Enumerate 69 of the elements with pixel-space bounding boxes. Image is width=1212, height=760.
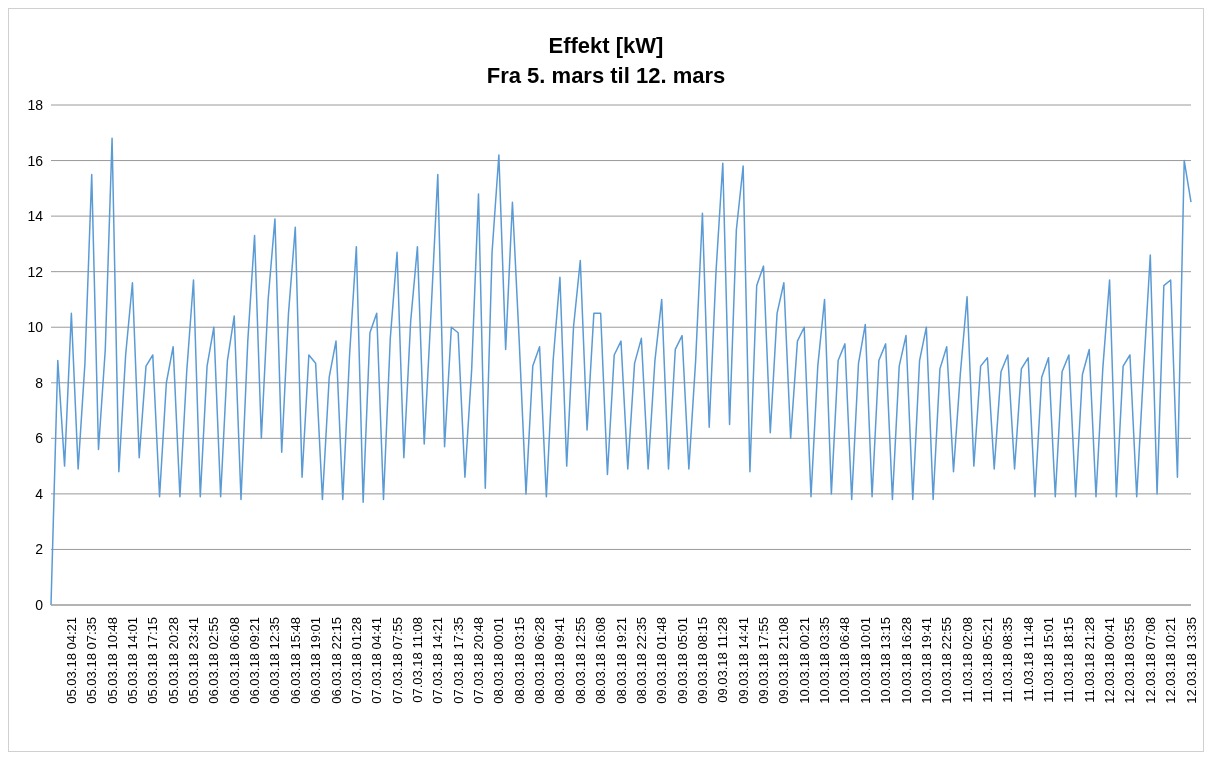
chart-subtitle: Fra 5. mars til 12. mars: [485, 62, 727, 90]
x-tick-label: 12.03.18 07:08: [1142, 617, 1158, 704]
x-tick-label: 05.03.18 07:35: [84, 617, 100, 704]
x-tick-label: 12.03.18 00:41: [1102, 617, 1118, 704]
x-tick-label: 06.03.18 15:48: [287, 617, 303, 704]
line-series: [50, 137, 1192, 605]
x-tick-label: 11.03.18 21:28: [1081, 617, 1097, 703]
y-tick-label: 0: [35, 596, 44, 613]
y-tick-label: 6: [35, 430, 44, 447]
x-tick-label: 12.03.18 13:35: [1183, 617, 1199, 704]
x-tick-label: 11.03.18 18:15: [1061, 617, 1077, 703]
x-tick-label: 10.03.18 19:41: [918, 617, 934, 704]
x-tick-label: 09.03.18 08:15: [694, 617, 710, 704]
x-tick-label: 07.03.18 04:41: [369, 617, 385, 704]
x-tick-label: 09.03.18 14:41: [735, 617, 751, 704]
y-tick-label: 2: [35, 541, 44, 558]
x-tick-label: 05.03.18 17:15: [145, 617, 161, 704]
y-tick-label: 18: [27, 96, 44, 113]
x-tick-label: 10.03.18 16:28: [898, 617, 914, 704]
x-tick-label: 06.03.18 19:01: [308, 617, 324, 704]
x-tick-label: 10.03.18 10:01: [857, 617, 873, 704]
x-tick-label: 06.03.18 12:35: [267, 617, 283, 704]
x-tick-label: 08.03.18 12:55: [572, 617, 588, 704]
x-tick-label: 12.03.18 10:21: [1163, 617, 1179, 704]
y-tick-label: 16: [27, 152, 44, 169]
x-tick-label: 06.03.18 02:55: [206, 617, 222, 704]
x-tick-label: 05.03.18 14:01: [124, 617, 140, 704]
x-tick-label: 09.03.18 11:28: [715, 617, 731, 703]
x-tick-label: 11.03.18 05:21: [979, 617, 995, 703]
x-tick-label: 09.03.18 05:01: [674, 617, 690, 704]
y-tick-label: 4: [35, 485, 44, 502]
x-tick-label: 10.03.18 03:35: [817, 617, 833, 704]
x-tick-label: 08.03.18 09:41: [552, 617, 568, 704]
x-tick-label: 06.03.18 06:08: [226, 617, 242, 704]
x-tick-label: 07.03.18 17:35: [450, 617, 466, 704]
x-tick-label: 07.03.18 07:55: [389, 617, 405, 704]
x-tick-label: 12.03.18 03:55: [1122, 617, 1138, 704]
x-tick-label: 10.03.18 22:55: [939, 617, 955, 704]
x-tick-label: 11.03.18 15:01: [1041, 617, 1056, 703]
x-tick-label: 05.03.18 20:28: [165, 617, 181, 704]
x-tick-label: 06.03.18 09:21: [247, 617, 263, 704]
x-tick-label: 08.03.18 03:15: [511, 617, 527, 704]
y-tick-label: 14: [27, 208, 44, 225]
x-tick-label: 09.03.18 17:55: [756, 617, 771, 704]
x-tick-label: 10.03.18 13:15: [878, 617, 894, 704]
x-tick-label: 08.03.18 00:01: [491, 617, 507, 704]
x-tick-label: 08.03.18 16:08: [593, 617, 609, 704]
y-tick-label: 12: [27, 263, 44, 280]
x-tick-label: 05.03.18 10:48: [104, 617, 120, 704]
x-tick-label: 06.03.18 22:15: [328, 617, 344, 704]
x-tick-label: 11.03.18 08:35: [1000, 617, 1016, 703]
x-tick-label: 11.03.18 02:08: [959, 617, 975, 703]
x-tick-label: 07.03.18 01:28: [348, 617, 364, 704]
x-tick-label: 09.03.18 01:48: [654, 617, 670, 704]
x-tick-label: 09.03.18 21:08: [776, 617, 792, 704]
x-tick-label: 05.03.18 23:41: [186, 617, 201, 704]
y-tick-label: 10: [27, 319, 44, 336]
x-tick-label: 08.03.18 22:35: [633, 617, 649, 704]
x-tick-label: 11.03.18 11:48: [1020, 617, 1036, 702]
chart-title: Effekt [kW]: [547, 32, 665, 60]
x-tick-label: 10.03.18 00:21: [796, 617, 812, 704]
x-tick-label: 10.03.18 06:48: [837, 617, 853, 704]
x-tick-label: 07.03.18 20:48: [471, 617, 486, 704]
x-tick-label: 05.03.18 04:21: [63, 617, 79, 704]
y-tick-label: 8: [35, 374, 44, 391]
x-tick-label: 07.03.18 11:08: [409, 617, 425, 703]
x-tick-label: 08.03.18 06:28: [532, 617, 548, 704]
x-tick-label: 07.03.18 14:21: [430, 617, 446, 704]
x-tick-label: 08.03.18 19:21: [613, 617, 629, 704]
